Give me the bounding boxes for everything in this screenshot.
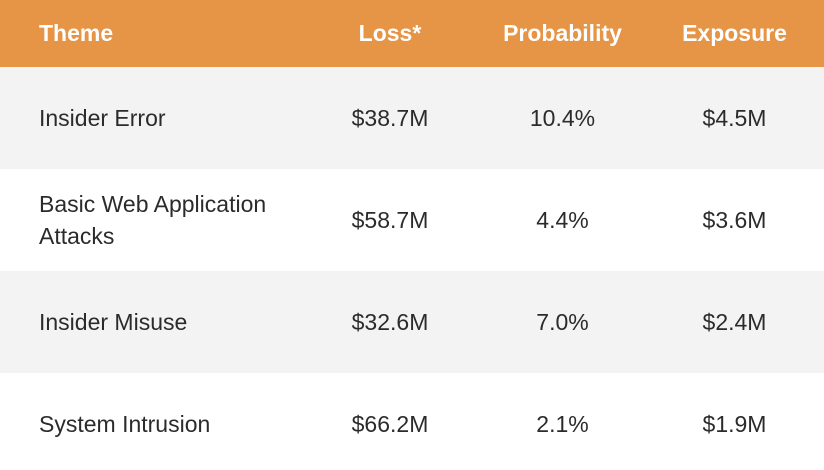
cell-loss: $38.7M bbox=[351, 104, 429, 131]
cell-theme: Basic Web Application Attacks bbox=[39, 191, 267, 249]
cell-loss: $66.2M bbox=[351, 410, 429, 437]
table-body: Insider Error $38.7M 10.4% $4.5M Basic Web A… bbox=[0, 67, 824, 470]
table-row: Insider Error $38.7M 10.4% $4.5M bbox=[0, 67, 824, 169]
cell-theme: Insider Error bbox=[39, 105, 166, 131]
cell-probability: 4.4% bbox=[536, 206, 589, 233]
cell-probability: 10.4% bbox=[529, 104, 596, 131]
table-row: System Intrusion $66.2M 2.1% $1.9M bbox=[0, 373, 824, 470]
table-row: Basic Web Application Attacks $58.7M 4.4% $… bbox=[0, 169, 824, 271]
cell-exposure: $2.4M bbox=[702, 308, 767, 335]
cell-exposure: $4.5M bbox=[702, 104, 767, 131]
table-row: Insider Misuse $32.6M 7.0% $2.4M bbox=[0, 271, 824, 373]
cell-loss: $32.6M bbox=[351, 308, 429, 335]
cell-exposure: $1.9M bbox=[702, 410, 767, 437]
cell-theme: System Intrusion bbox=[39, 411, 211, 437]
cell-probability: 7.0% bbox=[536, 308, 589, 335]
column-header-probability: Probability bbox=[503, 20, 622, 46]
cell-probability: 2.1% bbox=[536, 410, 589, 437]
column-header-theme: Theme bbox=[39, 20, 114, 46]
table-header-row: Theme Loss* Probability Exposure bbox=[0, 0, 824, 67]
column-header-loss: Loss* bbox=[358, 20, 422, 46]
cell-exposure: $3.6M bbox=[702, 206, 767, 233]
column-header-exposure: Exposure bbox=[682, 20, 787, 46]
cell-theme: Insider Misuse bbox=[39, 309, 188, 335]
cell-loss: $58.7M bbox=[351, 206, 429, 233]
